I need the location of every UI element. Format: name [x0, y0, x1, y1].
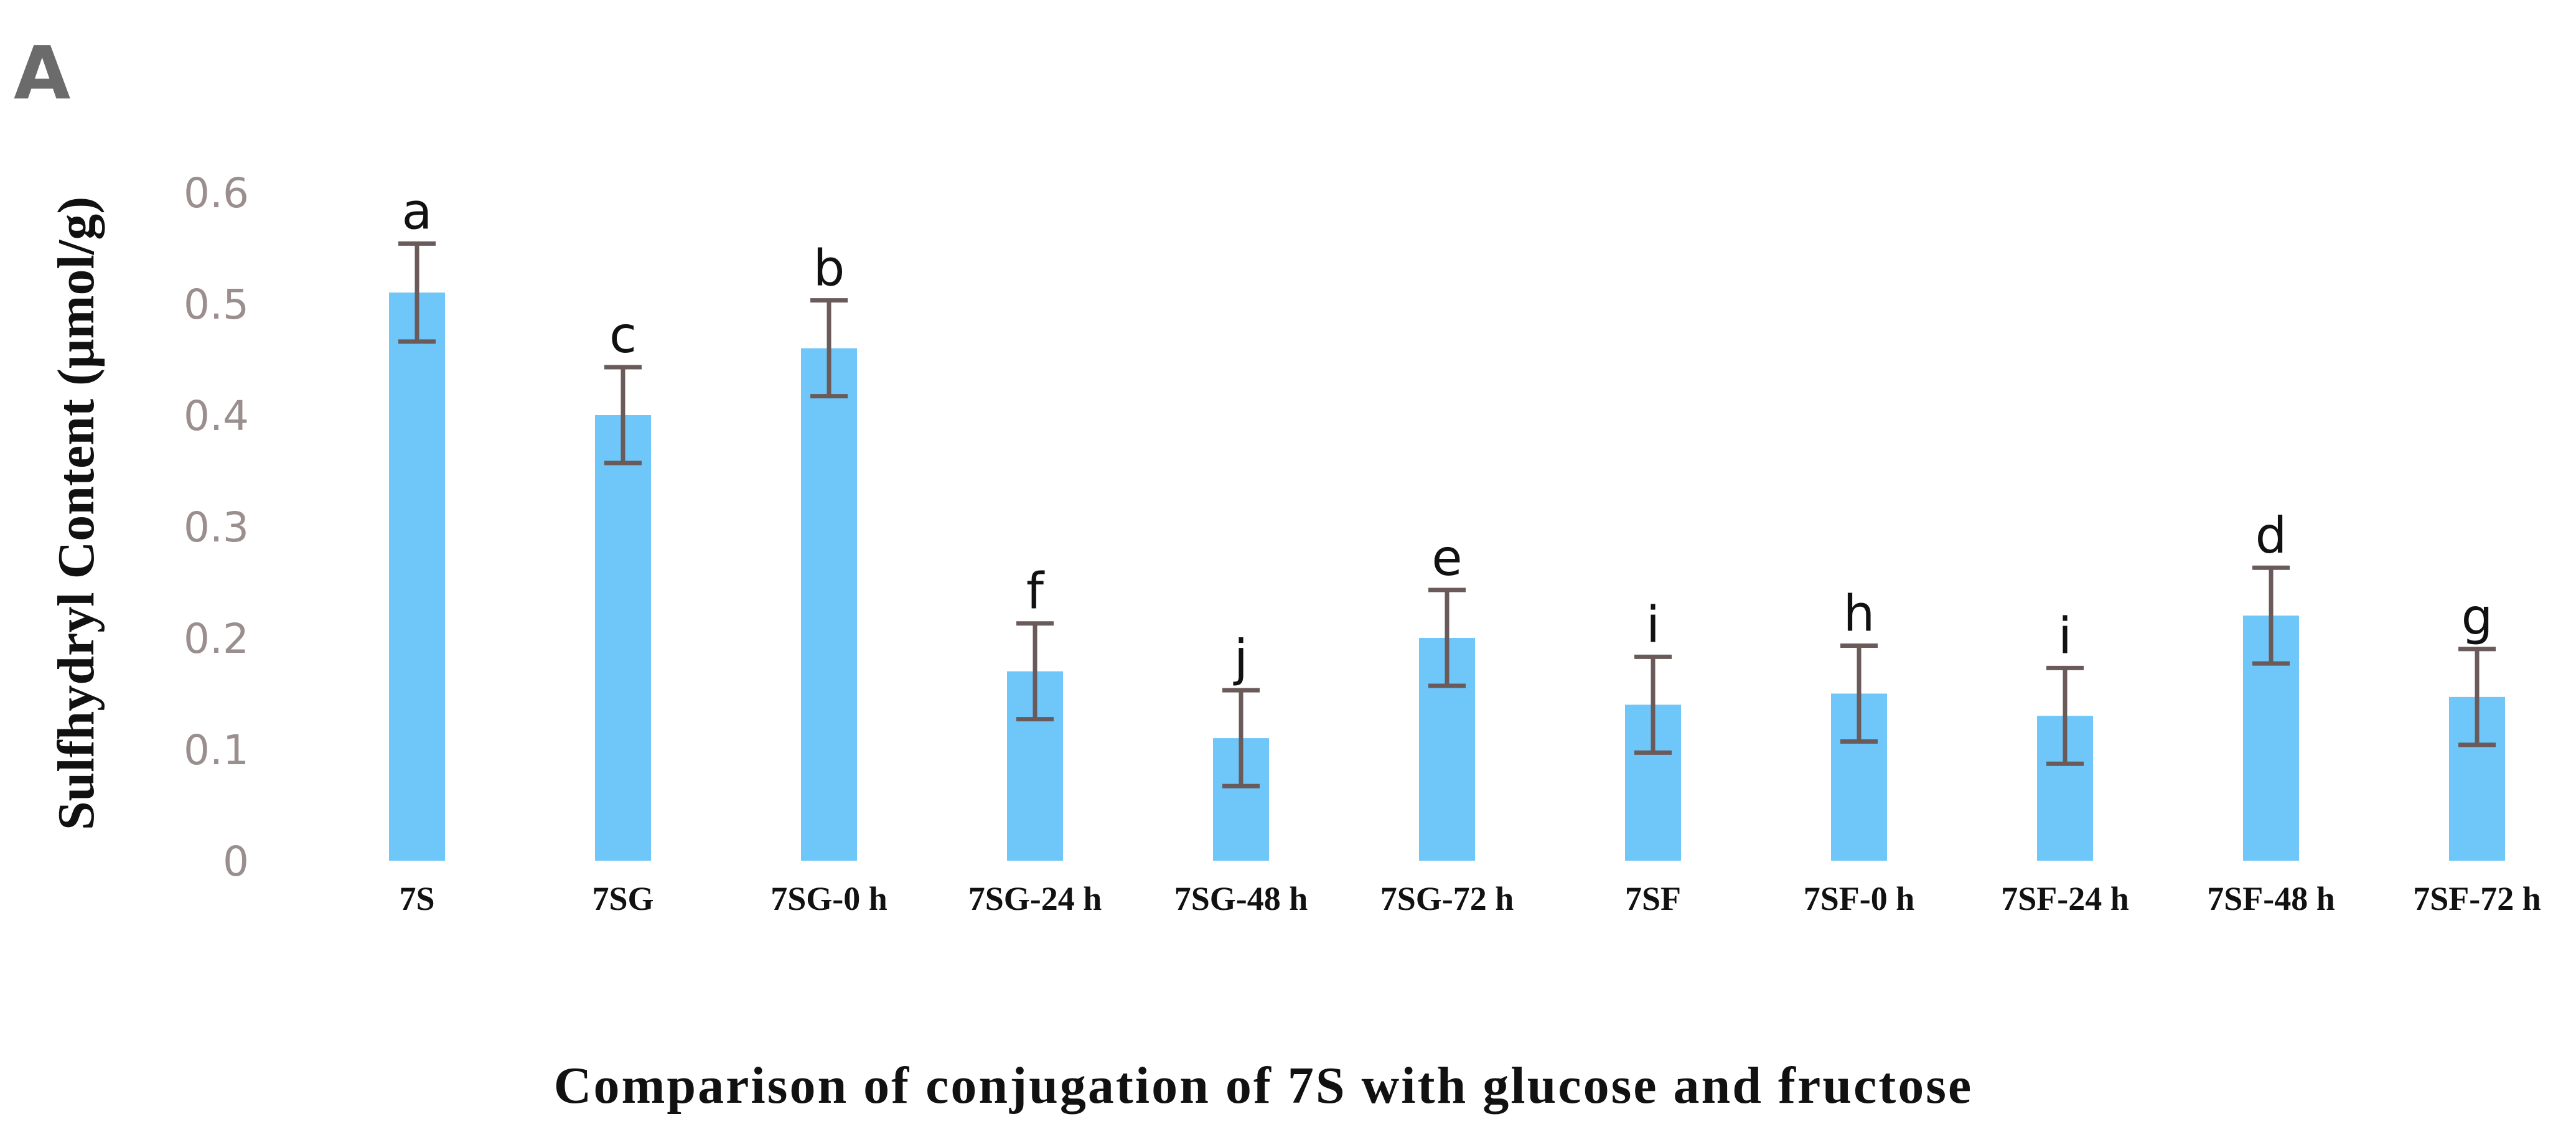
x-axis: 7S 7SG 7SG-0 h 7SG-24 h 7SG-48 h 7SG-72 h 7SF 7… [399, 880, 2541, 917]
significance-letter: i [2058, 607, 2072, 665]
error-bar [1428, 587, 1466, 688]
x-tick-label: 7SF-0 h [1804, 880, 1915, 917]
error-bar [2046, 665, 2084, 766]
bar [389, 292, 445, 861]
x-axis-label: Comparison of conjugation of 7S with glu… [554, 1057, 1973, 1115]
x-tick-label: 7S [399, 880, 434, 917]
y-tick-label: 0.6 [184, 169, 249, 217]
y-tick-label: 0.4 [184, 392, 249, 440]
error-bar [604, 365, 642, 466]
y-tick-label: 0.1 [184, 726, 249, 774]
significance-letter: e [1431, 529, 1462, 587]
bar [801, 348, 857, 861]
x-tick-label: 7SG-72 h [1380, 880, 1514, 917]
x-tick-label: 7SG-0 h [770, 880, 888, 917]
significance-letter: b [813, 240, 845, 297]
x-tick-label: 7SF-72 h [2413, 880, 2541, 917]
significance-letter: i [1646, 596, 1660, 653]
y-axis: 0 0.1 0.2 0.3 0.4 0.5 0.6 [184, 169, 249, 886]
significance-letter: d [2255, 507, 2287, 564]
error-bar [2458, 647, 2496, 747]
panel-label: A [14, 30, 70, 116]
bars [389, 292, 2505, 861]
x-tick-label: 7SF [1625, 880, 1681, 917]
x-tick-label: 7SF-48 h [2207, 880, 2335, 917]
y-axis-label: Sulfhydryl Content (μmol/g) [47, 197, 105, 830]
significance-letter: c [609, 306, 637, 364]
significance-letter: g [2461, 588, 2493, 646]
y-tick-label: 0.3 [184, 503, 249, 551]
significance-letter: h [1843, 585, 1875, 643]
significance-letters: a c b f j e i h i d g [401, 182, 2493, 687]
x-tick-label: 7SF-24 h [2001, 880, 2129, 917]
error-bar [810, 298, 848, 399]
error-bar [398, 241, 436, 344]
y-tick-label: 0 [223, 838, 249, 886]
x-tick-label: 7SG-24 h [968, 880, 1102, 917]
y-tick-label: 0.2 [184, 615, 249, 663]
significance-letter: j [1233, 629, 1248, 687]
error-bar [2252, 565, 2290, 666]
y-tick-label: 0.5 [184, 281, 249, 329]
significance-letter: f [1026, 563, 1045, 620]
bar [595, 415, 651, 861]
error-bar [1840, 643, 1878, 744]
significance-letter: a [401, 182, 432, 240]
x-tick-label: 7SG-48 h [1174, 880, 1308, 917]
error-bar [1222, 688, 1260, 788]
x-tick-label: 7SG [592, 880, 653, 917]
error-bar [1016, 621, 1054, 722]
error-bars [398, 241, 2496, 788]
error-bar [1634, 654, 1672, 755]
